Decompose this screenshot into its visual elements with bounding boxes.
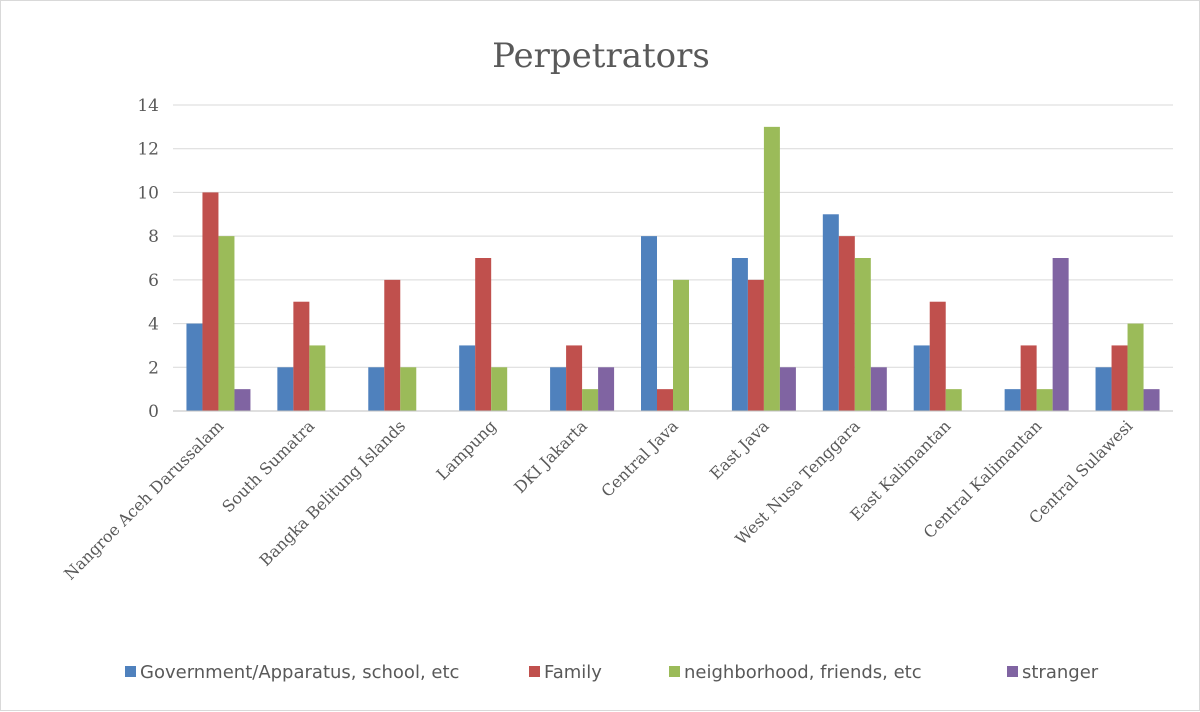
y-tick-label: 6 xyxy=(148,271,159,291)
bar-2-9 xyxy=(1036,389,1053,411)
y-axis-ticks: 0 2 4 6 8 10 12 14 xyxy=(137,96,159,422)
bar-3-0 xyxy=(234,389,251,411)
x-category-label: Bangka Belitung Islands xyxy=(256,416,409,569)
bar-1-1 xyxy=(293,301,310,411)
legend: Government/Apparatus, school, etc Family n… xyxy=(125,662,1099,683)
x-category-label: DKI Jakarta xyxy=(510,416,591,497)
bar-0-6 xyxy=(731,258,748,411)
bar-2-4 xyxy=(582,389,599,411)
legend-label: stranger xyxy=(1022,662,1099,683)
x-category-label: East Java xyxy=(706,416,773,483)
legend-label: Family xyxy=(544,662,602,683)
bar-1-8 xyxy=(929,301,946,411)
bar-0-0 xyxy=(186,323,203,411)
bar-0-3 xyxy=(459,345,476,411)
bar-2-1 xyxy=(309,345,326,411)
legend-swatch xyxy=(669,666,680,677)
bar-1-4 xyxy=(566,345,583,411)
legend-label: neighborhood, friends, etc xyxy=(684,662,922,683)
bar-1-7 xyxy=(838,236,855,411)
legend-swatch xyxy=(125,666,136,677)
bar-3-4 xyxy=(598,367,615,411)
bar-2-6 xyxy=(763,126,780,411)
bar-3-9 xyxy=(1052,258,1069,411)
legend-swatch xyxy=(1007,666,1018,677)
x-category-label: Nangroe Aceh Darussalam xyxy=(60,416,227,583)
bar-2-7 xyxy=(854,258,871,411)
bar-0-7 xyxy=(822,214,839,411)
x-category-label: South Sumatra xyxy=(218,416,318,516)
bar-2-0 xyxy=(218,236,235,411)
bar-1-10 xyxy=(1111,345,1128,411)
chart-title: Perpetrators xyxy=(492,36,710,76)
y-tick-label: 14 xyxy=(137,96,159,116)
y-tick-label: 12 xyxy=(137,140,159,160)
bar-0-5 xyxy=(641,236,657,411)
bar-1-5 xyxy=(657,389,673,411)
bar-3-10 xyxy=(1143,389,1160,411)
bar-2-5 xyxy=(673,279,689,411)
bar-0-4 xyxy=(550,367,567,411)
y-tick-label: 8 xyxy=(148,227,159,247)
y-tick-label: 10 xyxy=(137,183,159,203)
x-category-label: Central Java xyxy=(597,416,682,501)
legend-label: Government/Apparatus, school, etc xyxy=(140,662,459,683)
bar-2-10 xyxy=(1127,323,1144,411)
y-tick-label: 0 xyxy=(148,402,159,422)
y-tick-label: 4 xyxy=(148,315,159,335)
bar-1-3 xyxy=(475,258,492,411)
bar-2-3 xyxy=(491,367,508,411)
bar-1-2 xyxy=(384,279,401,411)
bar-0-9 xyxy=(1004,389,1021,411)
bar-0-1 xyxy=(277,367,294,411)
bar-1-6 xyxy=(747,279,764,411)
bar-1-0 xyxy=(202,192,219,411)
bar-2-2 xyxy=(400,367,417,411)
legend-swatch xyxy=(529,666,540,677)
bar-3-6 xyxy=(779,367,796,411)
bar-0-10 xyxy=(1095,367,1112,411)
x-category-label: Lampung xyxy=(433,416,500,483)
bars xyxy=(186,126,1160,411)
bar-0-8 xyxy=(913,345,930,411)
bar-0-2 xyxy=(368,367,385,411)
bar-2-8 xyxy=(945,389,962,411)
bar-1-9 xyxy=(1020,345,1037,411)
x-category-label: East Kalimantan xyxy=(846,416,954,524)
bar-3-7 xyxy=(870,367,887,411)
y-tick-label: 2 xyxy=(148,358,159,378)
